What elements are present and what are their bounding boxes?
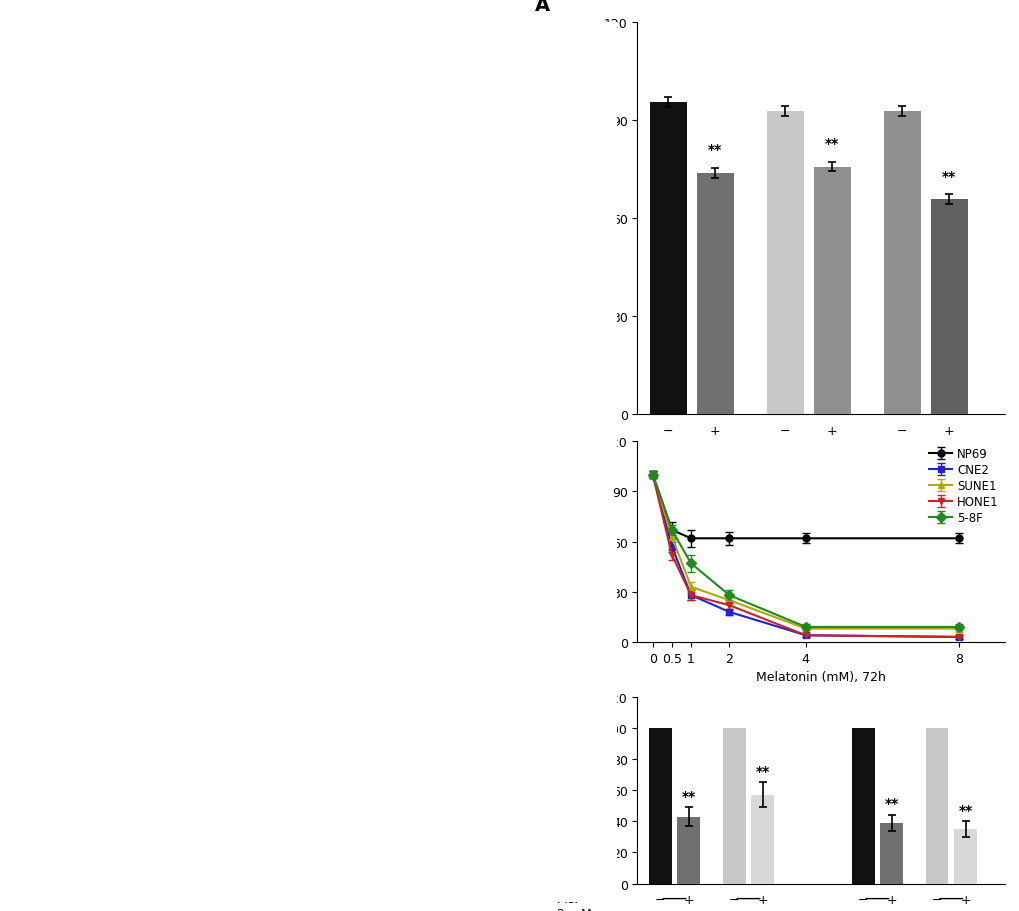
Text: B: B <box>556 430 571 449</box>
Text: A: A <box>534 0 549 15</box>
Y-axis label: Annexin V/PI negative cell (%): Annexin V/PI negative cell (%) <box>585 125 598 312</box>
Bar <box>696 174 733 415</box>
Text: **: ** <box>883 796 898 811</box>
Y-axis label: Viability (%): Viability (%) <box>585 504 598 580</box>
Y-axis label: Relative metastatic abilities (%): Relative metastatic abilities (%) <box>585 691 598 890</box>
Bar <box>883 112 920 415</box>
X-axis label: Melatonin (mM), 72h: Melatonin (mM), 72h <box>755 670 886 683</box>
Bar <box>751 795 773 884</box>
Text: Mel: Mel <box>556 892 578 906</box>
Bar <box>924 728 948 884</box>
Bar <box>851 728 873 884</box>
Legend: NP69, CNE2, SUNE1, HONE1, 5-8F: NP69, CNE2, SUNE1, HONE1, 5-8F <box>928 447 998 525</box>
Bar <box>813 168 850 415</box>
Text: **: ** <box>681 789 695 803</box>
Text: SUNE1: SUNE1 <box>904 477 946 490</box>
Text: 2 mM: 2 mM <box>556 471 591 484</box>
Bar <box>953 829 976 884</box>
Text: 2 mM: 2 mM <box>556 907 591 911</box>
Text: D: D <box>556 688 573 707</box>
Text: 5-8F: 5-8F <box>678 477 705 490</box>
Text: **: ** <box>707 143 721 158</box>
Bar <box>879 823 902 884</box>
Bar <box>649 103 686 415</box>
Text: **: ** <box>942 169 956 184</box>
Bar <box>722 728 745 884</box>
Text: **: ** <box>958 803 972 817</box>
Text: Mel: Mel <box>556 444 578 456</box>
Text: **: ** <box>755 763 769 778</box>
Text: PI: PI <box>529 397 540 411</box>
Bar <box>648 728 672 884</box>
Bar <box>766 112 803 415</box>
Text: CNE2: CNE2 <box>791 477 825 490</box>
Bar <box>930 200 967 415</box>
Text: **: ** <box>824 137 839 151</box>
Bar <box>677 817 700 884</box>
